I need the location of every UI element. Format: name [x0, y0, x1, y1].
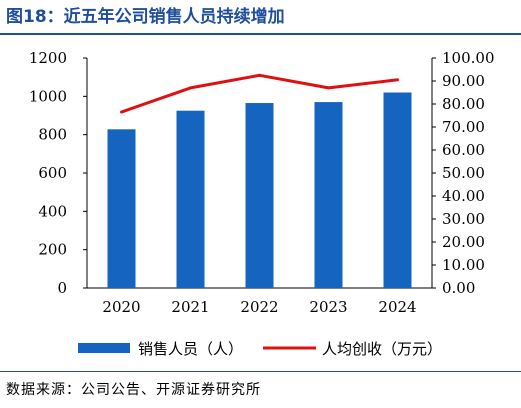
line-point: [120, 110, 123, 114]
line-point: [258, 73, 261, 77]
y-right-tick-label: 0.00: [442, 279, 475, 297]
y-left-tick-label: 600: [38, 164, 67, 182]
y-left-tick-label: 400: [38, 202, 67, 220]
line-point: [396, 78, 399, 82]
chart-title: 图18：近五年公司销售人员持续增加: [6, 7, 285, 27]
source-note: 数据来源：公司公告、开源证券研究所: [6, 382, 261, 398]
bar: [383, 92, 412, 288]
bar: [107, 129, 136, 288]
legend-bar-swatch: [78, 343, 130, 353]
y-right-tick-label: 30.00: [442, 210, 485, 228]
x-tick-label: 2020: [102, 298, 140, 316]
legend-line-label: 人均创收（万元）: [322, 340, 442, 358]
bar: [314, 102, 343, 288]
y-right-tick-label: 40.00: [442, 187, 485, 205]
x-tick-label: 2021: [171, 298, 209, 316]
y-right-tick-label: 100.00: [442, 49, 495, 67]
y-right-tick-label: 60.00: [442, 141, 485, 159]
x-tick-label: 2022: [240, 298, 278, 316]
bar: [176, 110, 205, 288]
y-right-tick-label: 20.00: [442, 233, 485, 251]
source-divider: [0, 371, 521, 372]
x-tick-label: 2023: [309, 298, 347, 316]
y-right-tick-label: 10.00: [442, 256, 485, 274]
line-point: [327, 86, 330, 90]
combo-chart: 0 200 400 600 800 1000 1200 0.00 10.00 20.00 30.00…: [29, 49, 495, 358]
y-right-tick-label: 80.00: [442, 95, 485, 113]
x-tick-label: 2024: [378, 298, 416, 316]
line-point: [189, 86, 192, 90]
title-divider: [0, 33, 521, 35]
y-right-tick-label: 90.00: [442, 72, 485, 90]
y-right-tick-label: 70.00: [442, 118, 485, 136]
y-right-tick-label: 50.00: [442, 164, 485, 182]
y-left-tick-label: 1000: [29, 87, 67, 105]
y-left-tick-label: 200: [38, 241, 67, 259]
legend-bar-label: 销售人员（人）: [138, 340, 243, 358]
y-left-tick-label: 800: [38, 126, 67, 144]
bar: [245, 103, 274, 289]
y-left-tick-label: 1200: [29, 49, 67, 67]
y-left-tick-label: 0: [57, 279, 67, 297]
